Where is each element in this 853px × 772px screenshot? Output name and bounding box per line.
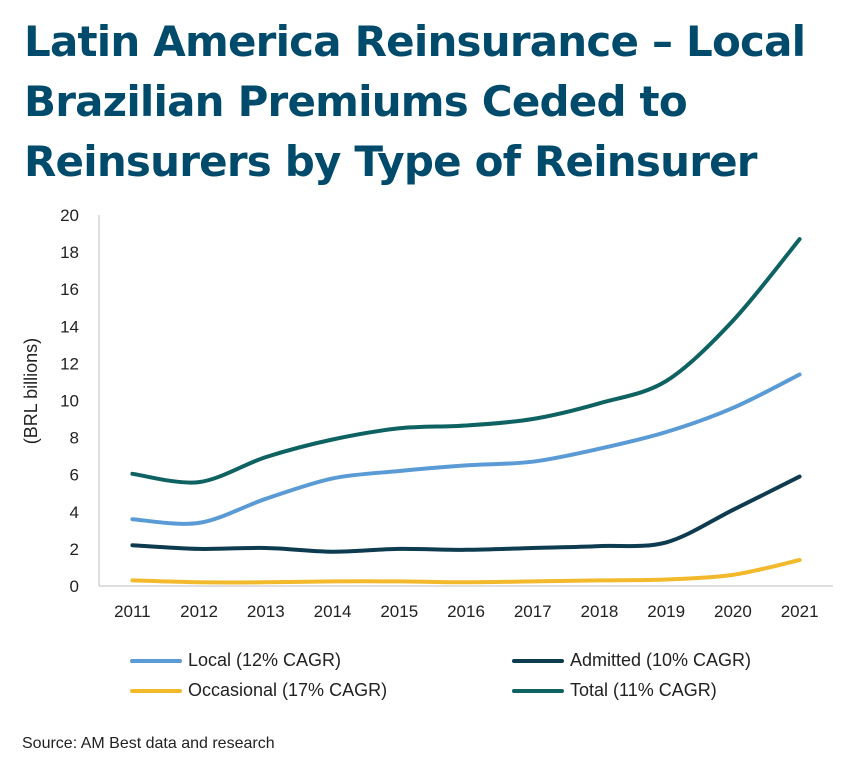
y-tick-label: 20 — [60, 206, 79, 225]
y-tick-label: 0 — [70, 577, 79, 596]
y-tick-label: 18 — [60, 243, 79, 262]
chart-axes — [98, 215, 833, 587]
x-tick-label: 2013 — [247, 602, 285, 621]
y-axis-label: (BRL billions) — [21, 338, 41, 444]
x-tick-label: 2012 — [180, 602, 218, 621]
legend-label-local: Local (12% CAGR) — [188, 650, 342, 670]
x-tick-label: 2015 — [380, 602, 418, 621]
x-tick-label: 2019 — [647, 602, 685, 621]
x-tick-label: 2020 — [714, 602, 752, 621]
y-tick-label: 12 — [60, 354, 79, 373]
legend-swatch-total — [512, 688, 564, 693]
x-tick-label: 2014 — [314, 602, 352, 621]
legend-label-occasional: Occasional (17% CAGR) — [188, 680, 388, 700]
series-line-admitted — [130, 474, 802, 554]
y-tick-label: 4 — [70, 503, 79, 522]
x-tick-label: 2021 — [781, 602, 819, 621]
x-tick-label: 2011 — [114, 602, 151, 621]
legend-item-total: Total (11% CAGR) — [512, 680, 717, 701]
legend-item-admitted: Admitted (10% CAGR) — [512, 650, 751, 671]
x-tick-label: 2017 — [514, 602, 552, 621]
legend-swatch-occasional — [130, 688, 182, 693]
y-tick-label: 16 — [60, 280, 79, 299]
legend-item-occasional: Occasional (17% CAGR) — [130, 680, 387, 701]
legend-swatch-admitted — [512, 658, 564, 663]
legend-label-total: Total (11% CAGR) — [570, 680, 717, 700]
y-tick-label: 10 — [60, 392, 79, 411]
legend-swatch-local — [130, 658, 182, 663]
line-chart: (BRL billions) 2011 2012 2013 2014 2015 2016 2… — [21, 206, 833, 621]
x-tick-labels: 2011 2012 2013 2014 2015 2016 2017 2018 2019 2020… — [114, 602, 818, 621]
x-tick-label: 2018 — [581, 602, 619, 621]
y-tick-label: 8 — [70, 429, 79, 448]
legend-item-local: Local (12% CAGR) — [130, 650, 341, 671]
x-tick-label: 2016 — [447, 602, 485, 621]
y-tick-labels: 0 2 4 6 8 10 12 14 16 18 20 — [60, 206, 79, 596]
series-line-occasional — [130, 558, 802, 585]
series-lines — [130, 237, 802, 585]
y-tick-label: 6 — [70, 466, 79, 485]
legend-label-admitted: Admitted (10% CAGR) — [570, 650, 752, 670]
y-tick-label: 2 — [70, 540, 79, 559]
chart-title: Latin America Reinsurance – Local Brazil… — [24, 17, 806, 186]
y-tick-label: 14 — [60, 317, 79, 336]
source-note: Source: AM Best data and research — [22, 735, 275, 752]
series-line-total — [130, 237, 802, 485]
series-line-local — [130, 372, 802, 526]
